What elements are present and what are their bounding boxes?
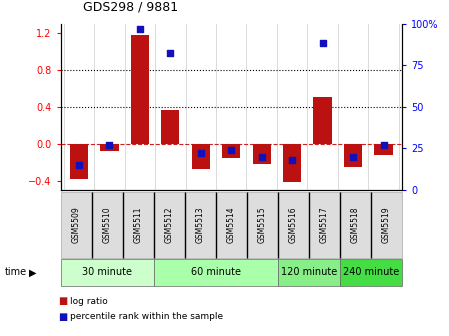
Bar: [100, 144, 119, 151]
Text: GSM5513: GSM5513: [196, 206, 205, 243]
Bar: [283, 144, 301, 182]
Text: time: time: [4, 267, 26, 278]
Text: GDS298 / 9881: GDS298 / 9881: [83, 0, 178, 13]
Bar: [313, 97, 332, 144]
Text: GSM5518: GSM5518: [351, 207, 360, 243]
Point: [106, 142, 113, 148]
Point: [289, 157, 296, 163]
Point: [136, 26, 143, 31]
Text: GSM5511: GSM5511: [134, 207, 143, 243]
Text: ▶: ▶: [29, 267, 36, 278]
Text: GSM5517: GSM5517: [320, 206, 329, 243]
Point: [75, 162, 83, 168]
Bar: [70, 144, 88, 179]
Text: GSM5512: GSM5512: [165, 207, 174, 243]
Point: [319, 41, 326, 46]
Text: GSM5509: GSM5509: [72, 206, 81, 243]
Point: [349, 154, 357, 159]
Text: GSM5514: GSM5514: [227, 206, 236, 243]
Text: 240 minute: 240 minute: [343, 267, 399, 278]
Bar: [252, 144, 271, 164]
Text: 30 minute: 30 minute: [82, 267, 132, 278]
Text: percentile rank within the sample: percentile rank within the sample: [70, 312, 223, 321]
Text: ■: ■: [58, 311, 68, 322]
Point: [167, 51, 174, 56]
Point: [380, 142, 387, 148]
Text: ■: ■: [58, 296, 68, 306]
Text: 60 minute: 60 minute: [191, 267, 241, 278]
Bar: [344, 144, 362, 167]
Bar: [222, 144, 240, 159]
Bar: [192, 144, 210, 169]
Text: 120 minute: 120 minute: [281, 267, 337, 278]
Text: GSM5510: GSM5510: [103, 206, 112, 243]
Text: GSM5516: GSM5516: [289, 206, 298, 243]
Bar: [161, 111, 180, 144]
Bar: [131, 35, 149, 144]
Text: GSM5515: GSM5515: [258, 206, 267, 243]
Point: [197, 151, 204, 156]
Bar: [374, 144, 393, 155]
Point: [228, 147, 235, 153]
Text: log ratio: log ratio: [70, 297, 107, 306]
Point: [258, 154, 265, 159]
Text: GSM5519: GSM5519: [382, 206, 391, 243]
